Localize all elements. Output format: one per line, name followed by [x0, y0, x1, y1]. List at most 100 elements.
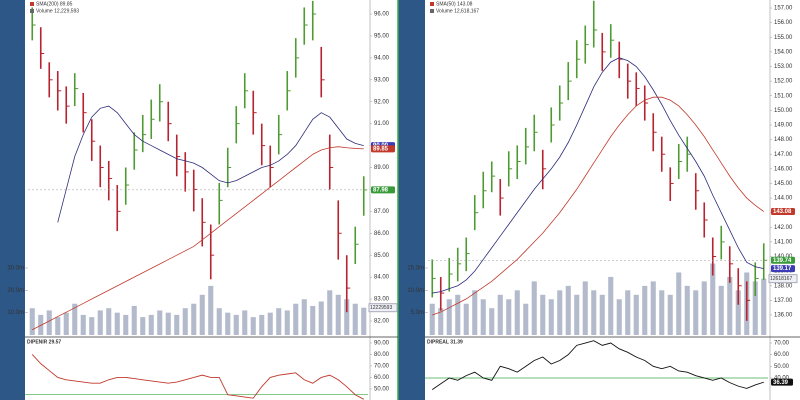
indicator-title: DIPENIR 29.57 — [27, 339, 61, 345]
volume-bar — [157, 310, 163, 335]
volume-bar — [591, 290, 597, 335]
y-tick-label: 82.00 — [374, 319, 390, 325]
y-tick-label: 92.00 — [374, 99, 390, 105]
y-tick-label: 138.00 — [774, 283, 793, 289]
volume-bar — [55, 317, 61, 335]
volume-bar — [506, 299, 512, 335]
indicator-tick-label: 60.00 — [374, 375, 390, 381]
moving-average — [432, 96, 764, 316]
y-tick-label: 91.00 — [374, 121, 390, 127]
indicator-tick-label: 70.00 — [374, 364, 390, 370]
volume-bar — [718, 285, 724, 335]
volume-pill-label: 12618167 — [770, 276, 792, 282]
y-tick-label: 84.00 — [374, 275, 390, 281]
y-tick-label: 145.00 — [774, 181, 793, 187]
volume-bar — [650, 281, 656, 335]
price-pane — [428, 0, 768, 335]
price-pane — [28, 0, 368, 335]
price-pill — [371, 145, 395, 153]
volume-bar — [72, 303, 78, 335]
volume-bar — [123, 314, 129, 335]
volume-bar — [531, 281, 537, 335]
volume-bar — [463, 303, 469, 335]
y-tick-label: 95.00 — [374, 34, 390, 40]
volume-bar — [335, 294, 341, 335]
y-tick-label: 94.00 — [374, 55, 390, 61]
volume-bar — [599, 294, 605, 335]
volume-bar — [710, 263, 716, 335]
y-tick-label: 93.00 — [374, 77, 390, 83]
indicator-pill-label: 36.39 — [773, 380, 789, 386]
volume-bar — [29, 308, 35, 335]
volume-bar — [667, 294, 673, 335]
y-tick-label: 149.00 — [774, 123, 793, 129]
volume-bar — [625, 290, 631, 335]
legend-swatch — [430, 2, 434, 6]
volume-bar — [191, 303, 197, 335]
indicator-pane — [25, 354, 368, 400]
legend-swatch — [30, 2, 34, 6]
volume-tick-label: 15.0m — [407, 266, 424, 272]
volume-bar — [684, 285, 690, 335]
y-tick-label: 155.00 — [774, 35, 793, 41]
volume-tick-label: 20.0m — [7, 288, 24, 294]
volume-bar — [429, 303, 435, 335]
volume-bar — [216, 308, 222, 335]
volume-pill — [368, 303, 398, 313]
y-tick-label: 136.00 — [774, 313, 793, 319]
indicator-pane — [425, 340, 768, 391]
price-pill-label: 143.08 — [773, 209, 792, 215]
y-tick-label: 148.00 — [774, 137, 793, 143]
volume-pill-label: 12229593 — [370, 305, 392, 311]
volume-bar — [574, 294, 580, 335]
volume-bar — [284, 310, 290, 335]
y-tick-label: 150.00 — [774, 108, 793, 114]
y-tick-label: 151.00 — [774, 93, 793, 99]
y-tick-label: 147.00 — [774, 152, 793, 158]
price-pill — [771, 207, 795, 215]
middle-sidebar — [398, 0, 425, 400]
indicator-tick-label: 80.00 — [374, 352, 390, 358]
volume-bar — [310, 305, 316, 335]
volume-bar — [735, 290, 741, 335]
y-tick-label: 85.00 — [374, 253, 390, 259]
volume-bar — [140, 317, 146, 335]
moving-average — [57, 105, 364, 223]
volume-bar — [514, 290, 520, 335]
volume-bar — [276, 308, 282, 335]
indicator-tick-label: 50.00 — [374, 387, 390, 393]
y-tick-label: 86.00 — [374, 231, 390, 237]
volume-bar — [616, 299, 622, 335]
y-tick-label: 87.00 — [374, 209, 390, 215]
volume-bar — [208, 285, 214, 335]
volume-bar — [582, 281, 588, 335]
volume-bar — [46, 310, 52, 335]
volume-bar — [327, 290, 333, 335]
volume-bar — [259, 314, 265, 335]
volume-bar — [565, 285, 571, 335]
volume-bar — [344, 299, 350, 335]
y-tick-label: 89.00 — [374, 165, 390, 171]
indicator-tick-label: 90.00 — [374, 341, 390, 347]
volume-bar — [727, 276, 733, 335]
volume-bar — [659, 290, 665, 335]
indicator-title: DIPREAL 31.39 — [427, 339, 463, 345]
volume-bar — [633, 294, 639, 335]
legend-swatch — [430, 9, 434, 13]
y-tick-label: 142.00 — [774, 225, 793, 231]
indicator-tick-label: 60.00 — [774, 352, 790, 358]
volume-bar — [97, 310, 103, 335]
volume-bar — [642, 285, 648, 335]
volume-bar — [693, 290, 699, 335]
volume-bar — [523, 303, 529, 335]
volume-bar — [361, 307, 367, 335]
volume-bar — [225, 312, 231, 335]
volume-bar — [233, 314, 239, 335]
volume-bar — [497, 294, 503, 335]
y-tick-label: 153.00 — [774, 64, 793, 70]
volume-pill — [768, 274, 798, 284]
legend-label: Volume 12,229,593 — [36, 8, 79, 14]
volume-bar — [293, 303, 299, 335]
volume-tick-label: 10.0m — [7, 310, 24, 316]
price-pill-label: 139.17 — [773, 266, 792, 272]
